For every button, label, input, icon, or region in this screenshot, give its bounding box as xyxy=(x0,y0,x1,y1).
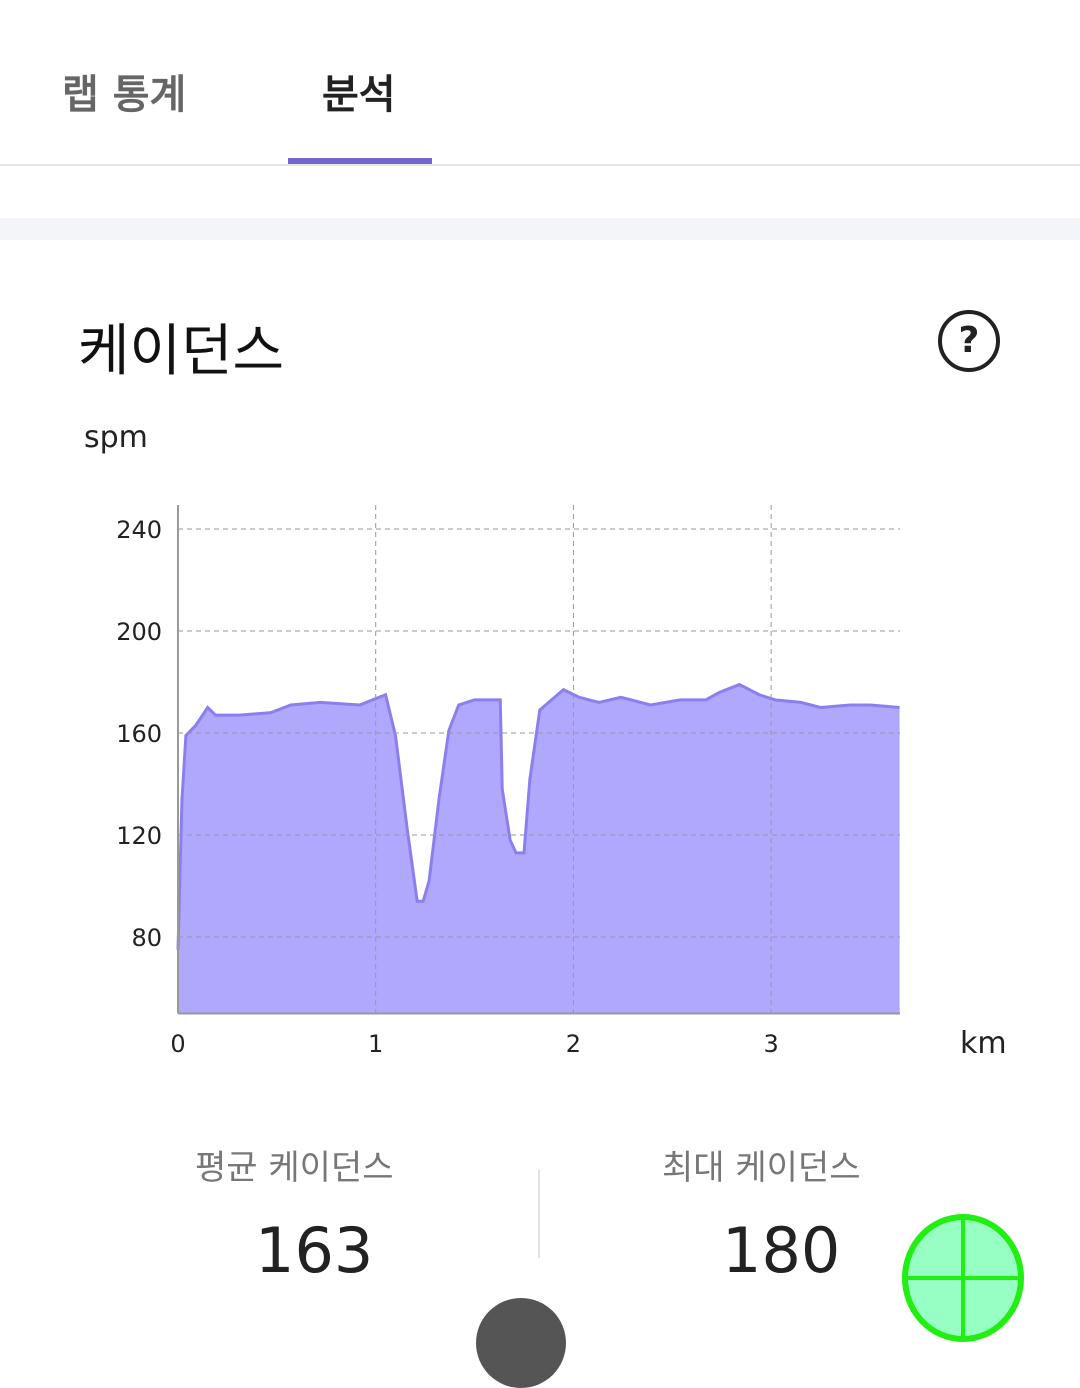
avg-cadence-value: 163 xyxy=(255,1214,374,1287)
avg-cadence-label: 평균 케이던스 xyxy=(195,1148,394,1188)
active-tab-indicator xyxy=(288,158,432,164)
cadence-line xyxy=(176,682,900,950)
y-axis-label: spm xyxy=(84,420,148,455)
x-tick-label: 2 xyxy=(566,1030,581,1058)
stats-divider xyxy=(538,1170,540,1258)
crosshair-overlay-icon[interactable] xyxy=(902,1214,1024,1342)
section-title: 케이던스 xyxy=(78,319,285,384)
question-circle-icon[interactable]: ? xyxy=(938,310,1000,372)
tab-lap-stats[interactable]: 랩 통계 xyxy=(62,72,187,118)
x-tick-label: 0 xyxy=(170,1030,185,1058)
max-cadence-value: 180 xyxy=(722,1214,841,1287)
y-tick-label: 120 xyxy=(116,822,162,850)
y-tick-label: 240 xyxy=(116,516,162,544)
tab-analysis[interactable]: 분석 xyxy=(322,72,396,118)
x-tick-label: 3 xyxy=(763,1030,778,1058)
y-tick-label: 160 xyxy=(116,720,162,748)
cadence-area xyxy=(178,684,900,1014)
y-tick-label: 200 xyxy=(116,618,162,646)
y-tick-label: 80 xyxy=(131,924,162,952)
x-axis-label: km xyxy=(960,1026,1007,1061)
x-tick-label: 1 xyxy=(368,1030,383,1058)
floating-button[interactable] xyxy=(476,1298,566,1388)
tab-divider xyxy=(0,164,1080,166)
section-separator xyxy=(0,218,1080,240)
cadence-chart: 80 120 160 200 240 0 1 2 3 xyxy=(116,505,900,1058)
max-cadence-label: 최대 케이던스 xyxy=(662,1148,861,1188)
